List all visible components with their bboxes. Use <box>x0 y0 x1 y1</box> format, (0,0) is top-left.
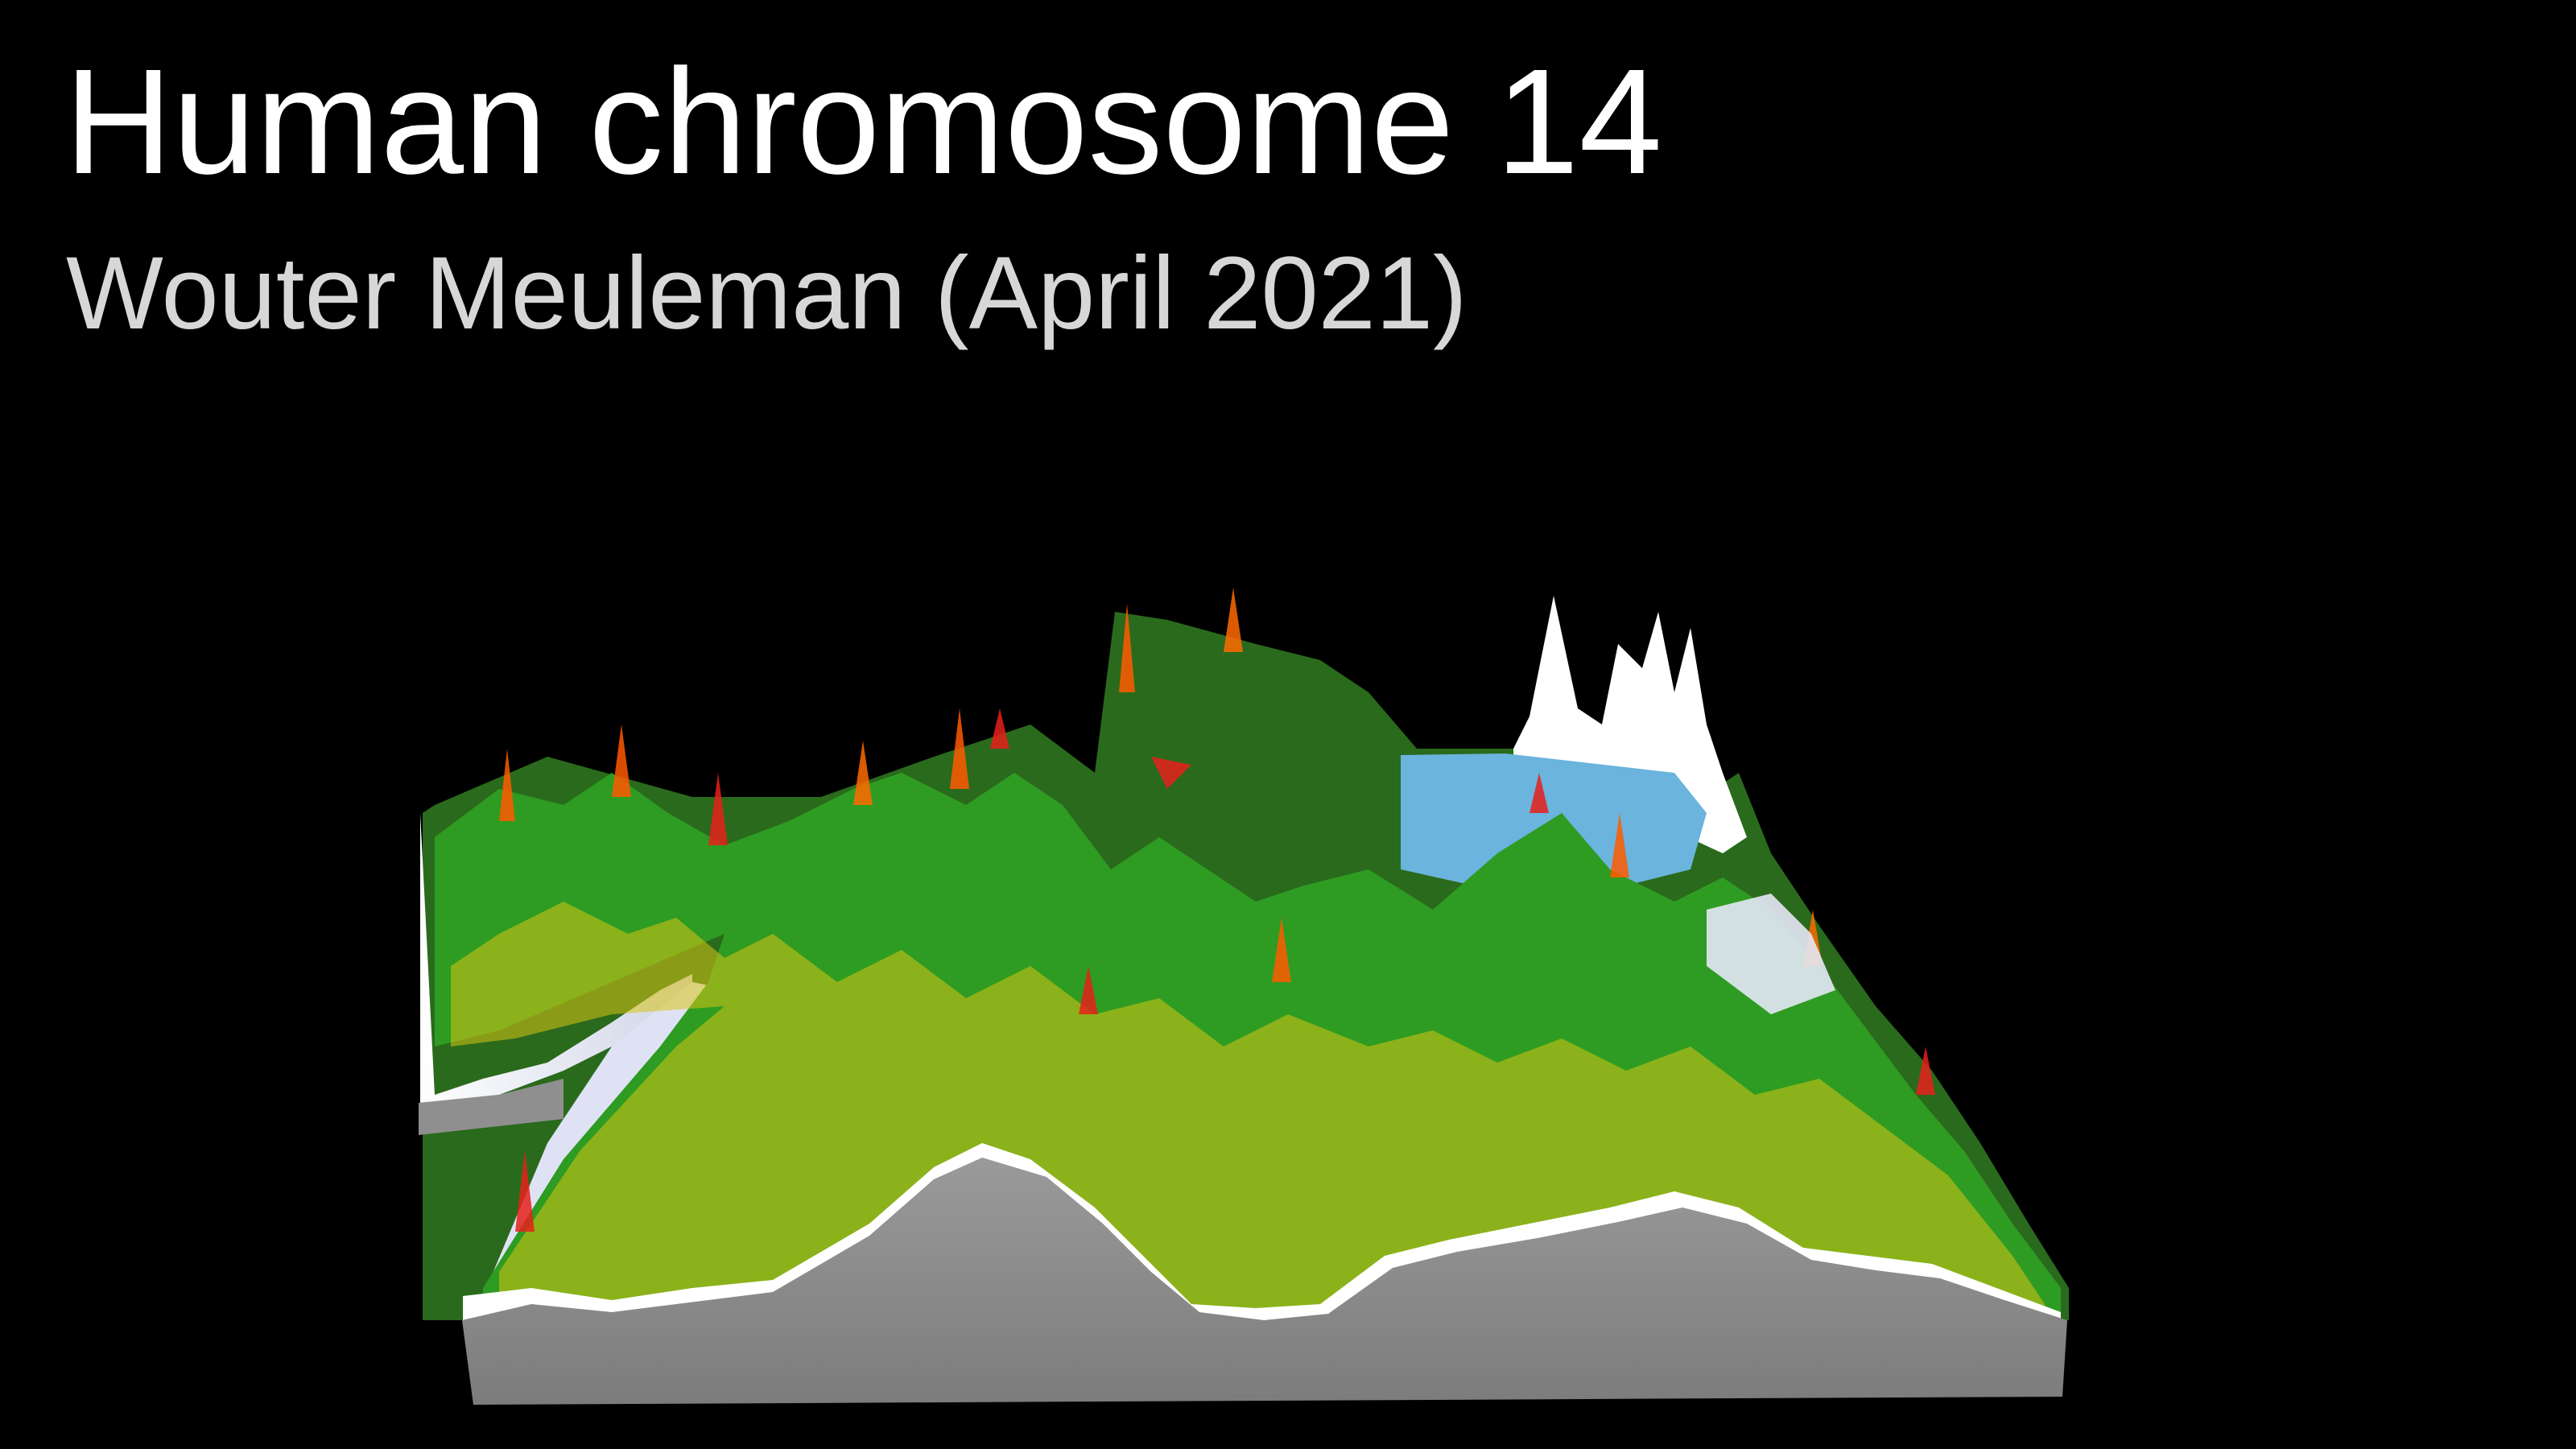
terrain-left-shelf <box>420 813 692 1103</box>
terrain-snow-right <box>1707 894 1835 1014</box>
terrain-base <box>462 1158 2067 1405</box>
page-title: Human chromosome 14 <box>64 39 1662 205</box>
terrain-base-left <box>419 1079 564 1135</box>
page-subtitle: Wouter Meuleman (April 2021) <box>66 236 1468 351</box>
terrain-snow-peaks <box>1513 596 1747 853</box>
